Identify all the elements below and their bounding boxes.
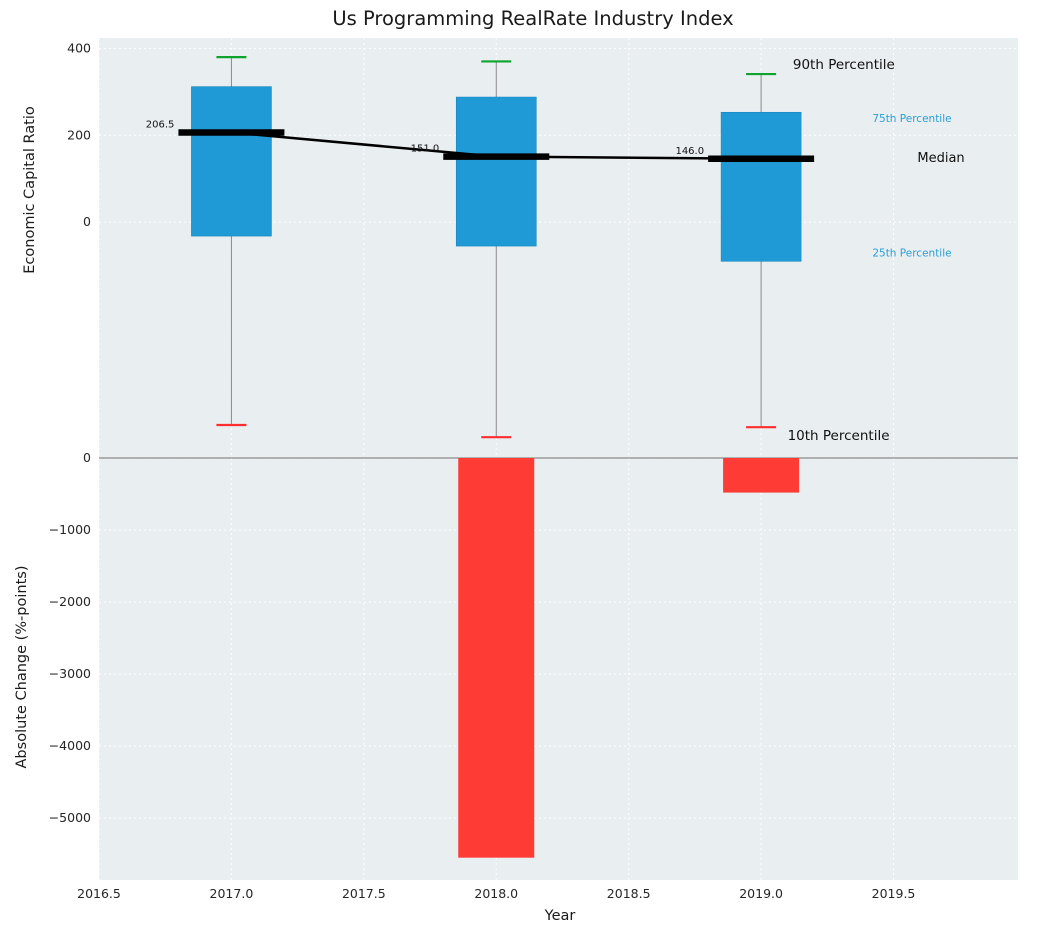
y-tick-label: −5000 xyxy=(49,810,91,825)
x-tick-label: 2019.5 xyxy=(872,886,916,901)
y-tick-label: 400 xyxy=(67,40,91,55)
iqr-box xyxy=(455,96,537,247)
y-axis-label-absolute-change: Absolute Change (%-points) xyxy=(14,565,30,769)
chart-title: Us Programming RealRate Industry Index xyxy=(332,7,734,30)
annotation: 75th Percentile xyxy=(872,113,951,125)
x-tick-label: 2017.0 xyxy=(210,886,254,901)
y-tick-label: 0 xyxy=(83,214,91,229)
change-bar xyxy=(458,458,535,858)
y-axis-label-economic-capital-ratio: Economic Capital Ratio xyxy=(22,106,38,274)
y-tick-label: 200 xyxy=(67,127,91,142)
median-value-label: 146.0 xyxy=(675,146,704,157)
annotation: Median xyxy=(917,151,964,166)
x-tick-label: 2018.0 xyxy=(474,886,518,901)
iqr-box xyxy=(191,86,272,237)
x-tick-label: 2016.5 xyxy=(77,886,121,901)
median-value-label: 206.5 xyxy=(146,119,175,130)
change-bar xyxy=(723,458,800,493)
x-tick-label: 2018.5 xyxy=(607,886,651,901)
y-tick-label: −2000 xyxy=(49,594,91,609)
annotation: 10th Percentile xyxy=(788,428,890,444)
annotation: 90th Percentile xyxy=(793,57,895,73)
y-tick-label: −1000 xyxy=(49,522,91,537)
x-tick-label: 2017.5 xyxy=(342,886,386,901)
y-tick-label: 0 xyxy=(83,450,91,465)
x-axis-label-year: Year xyxy=(544,908,576,924)
y-tick-label: −3000 xyxy=(49,666,91,681)
y-tick-label: −4000 xyxy=(49,738,91,753)
annotation: 25th Percentile xyxy=(872,247,951,259)
x-tick-label: 2019.0 xyxy=(739,886,783,901)
iqr-box xyxy=(720,111,802,262)
median-value-label: 151.0 xyxy=(411,144,440,155)
